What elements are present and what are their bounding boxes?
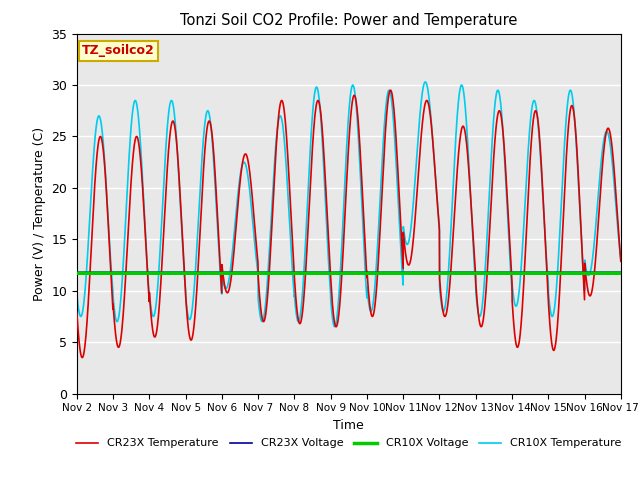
X-axis label: Time: Time <box>333 419 364 432</box>
Title: Tonzi Soil CO2 Profile: Power and Temperature: Tonzi Soil CO2 Profile: Power and Temper… <box>180 13 518 28</box>
Legend: CR23X Temperature, CR23X Voltage, CR10X Voltage, CR10X Temperature: CR23X Temperature, CR23X Voltage, CR10X … <box>72 434 626 453</box>
Y-axis label: Power (V) / Temperature (C): Power (V) / Temperature (C) <box>33 127 45 300</box>
Text: TZ_soilco2: TZ_soilco2 <box>82 44 155 58</box>
